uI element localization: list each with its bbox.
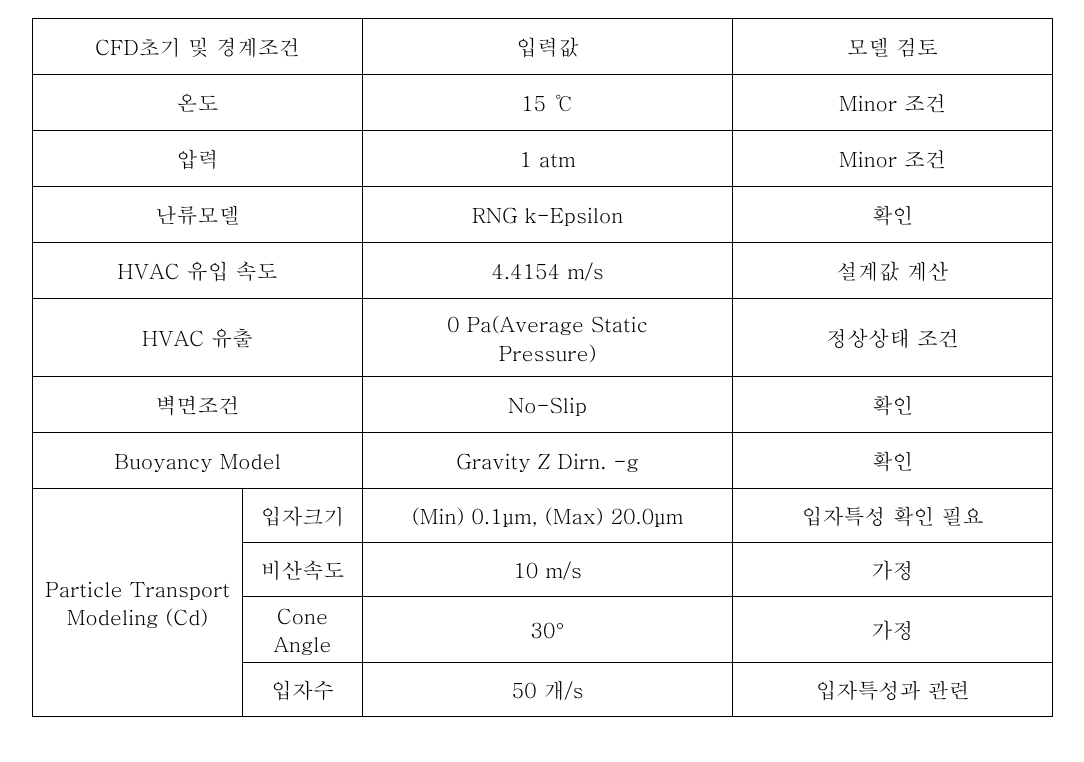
particle-subrow: Particle TransportModeling (Cd) 입자크기 (Mi…: [33, 489, 1053, 543]
particle-review: 입자특성과 관련: [733, 662, 1053, 716]
table-row: 온도 15 ℃ Minor 조건: [33, 75, 1053, 131]
table-row: Buoyancy Model Gravity Z Dirn. -g 확인: [33, 433, 1053, 489]
particle-review: 가정: [733, 597, 1053, 663]
row-review: 확인: [733, 377, 1053, 433]
table-row: 벽면조건 No-Slip 확인: [33, 377, 1053, 433]
particle-group-label: Particle TransportModeling (Cd): [33, 489, 243, 717]
table-row: 압력 1 atm Minor 조건: [33, 131, 1053, 187]
particle-param: 입자수: [243, 662, 363, 716]
row-review: 정상상태 조건: [733, 299, 1053, 377]
table-row: 난류모델 RNG k-Epsilon 확인: [33, 187, 1053, 243]
table-header-row: CFD초기 및 경계조건 입력값 모델 검토: [33, 19, 1053, 75]
particle-value: 50 개/s: [363, 662, 733, 716]
particle-review: 입자특성 확인 필요: [733, 489, 1053, 543]
table-row: HVAC 유입 속도 4.4154 m/s 설계값 계산: [33, 243, 1053, 299]
header-col2: 입력값: [363, 19, 733, 75]
row-review: Minor 조건: [733, 131, 1053, 187]
row-review: 확인: [733, 187, 1053, 243]
particle-value: 30°: [363, 597, 733, 663]
particle-value: (Min) 0.1μm, (Max) 20.0μm: [363, 489, 733, 543]
header-col1: CFD초기 및 경계조건: [33, 19, 363, 75]
particle-param: 입자크기: [243, 489, 363, 543]
cfd-conditions-table: CFD초기 및 경계조건 입력값 모델 검토 온도 15 ℃ Minor 조건 …: [32, 18, 1053, 717]
table-row: HVAC 유출 0 Pa(Average StaticPressure) 정상상…: [33, 299, 1053, 377]
row-review: 설계값 계산: [733, 243, 1053, 299]
particle-param: Cone Angle: [243, 597, 363, 663]
particle-review: 가정: [733, 543, 1053, 597]
row-name: 압력: [33, 131, 363, 187]
row-name: 난류모델: [33, 187, 363, 243]
row-name: Buoyancy Model: [33, 433, 363, 489]
row-value: 4.4154 m/s: [363, 243, 733, 299]
row-review: Minor 조건: [733, 75, 1053, 131]
row-review: 확인: [733, 433, 1053, 489]
row-value: Gravity Z Dirn. -g: [363, 433, 733, 489]
particle-param: 비산속도: [243, 543, 363, 597]
row-value: No-Slip: [363, 377, 733, 433]
row-value: 0 Pa(Average StaticPressure): [363, 299, 733, 377]
row-name: 온도: [33, 75, 363, 131]
row-value: 1 atm: [363, 131, 733, 187]
header-col3: 모델 검토: [733, 19, 1053, 75]
row-name: 벽면조건: [33, 377, 363, 433]
row-value: 15 ℃: [363, 75, 733, 131]
row-value: RNG k-Epsilon: [363, 187, 733, 243]
particle-value: 10 m/s: [363, 543, 733, 597]
row-name: HVAC 유입 속도: [33, 243, 363, 299]
row-name: HVAC 유출: [33, 299, 363, 377]
